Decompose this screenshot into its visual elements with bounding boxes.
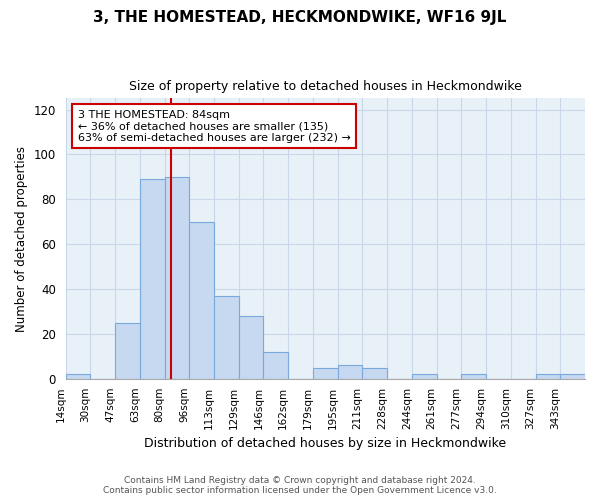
Title: Size of property relative to detached houses in Heckmondwike: Size of property relative to detached ho… xyxy=(129,80,522,93)
Bar xyxy=(214,296,239,379)
Bar xyxy=(362,368,387,379)
Text: 3 THE HOMESTEAD: 84sqm
← 36% of detached houses are smaller (135)
63% of semi-de: 3 THE HOMESTEAD: 84sqm ← 36% of detached… xyxy=(78,110,351,143)
Bar xyxy=(239,316,263,379)
Bar xyxy=(412,374,437,379)
Text: Contains HM Land Registry data © Crown copyright and database right 2024.
Contai: Contains HM Land Registry data © Crown c… xyxy=(103,476,497,495)
Bar xyxy=(536,374,560,379)
Bar xyxy=(164,177,190,379)
Bar xyxy=(190,222,214,379)
Bar xyxy=(338,366,362,379)
Bar xyxy=(115,323,140,379)
Text: 3, THE HOMESTEAD, HECKMONDWIKE, WF16 9JL: 3, THE HOMESTEAD, HECKMONDWIKE, WF16 9JL xyxy=(94,10,506,25)
Bar xyxy=(65,374,91,379)
Bar xyxy=(263,352,288,379)
X-axis label: Distribution of detached houses by size in Heckmondwike: Distribution of detached houses by size … xyxy=(144,437,506,450)
Bar xyxy=(313,368,338,379)
Bar xyxy=(461,374,486,379)
Bar xyxy=(560,374,585,379)
Bar xyxy=(140,179,164,379)
Y-axis label: Number of detached properties: Number of detached properties xyxy=(15,146,28,332)
